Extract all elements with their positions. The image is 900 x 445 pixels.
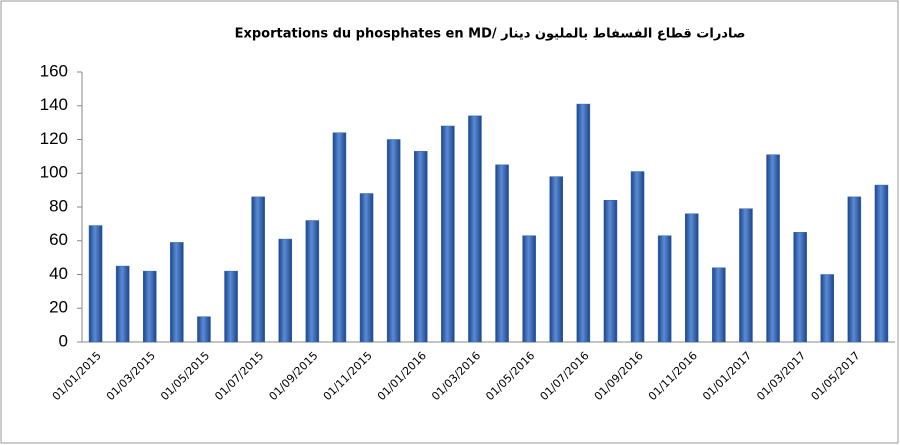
bar [739,208,753,343]
chart-title: Exportations du phosphates en MD/ صادرات… [235,27,746,42]
bar [684,213,699,343]
y-tick-label: 40 [49,264,68,283]
bar [88,225,103,343]
bar [197,316,211,343]
bar [549,176,564,343]
y-tick-label: 140 [40,95,68,114]
y-tick-label: 20 [49,298,68,317]
y-tick-label: 120 [40,129,68,148]
bar [712,267,726,343]
bar [522,235,536,343]
bar [468,115,482,343]
bar [251,196,265,343]
bar [874,184,889,343]
bar [359,193,374,343]
bar [793,232,807,343]
bar [278,238,293,343]
bar [386,139,401,343]
bar [441,125,455,343]
bar [332,132,347,343]
y-tick-label: 80 [49,196,68,215]
bar [630,171,645,343]
bar [495,164,509,343]
bar [766,154,780,343]
bar [603,200,618,343]
bar [115,265,130,343]
y-tick-label: 100 [40,163,68,182]
bar [305,220,320,343]
y-tick-label: 160 [40,61,68,80]
bar [413,151,428,343]
bar [657,235,672,343]
bar [224,270,238,343]
bar [847,196,862,343]
bar [142,270,157,343]
bar [576,103,591,343]
bar [820,274,835,343]
y-tick-label: 60 [49,230,68,249]
y-tick-label: 0 [59,331,68,350]
bar [170,242,184,343]
